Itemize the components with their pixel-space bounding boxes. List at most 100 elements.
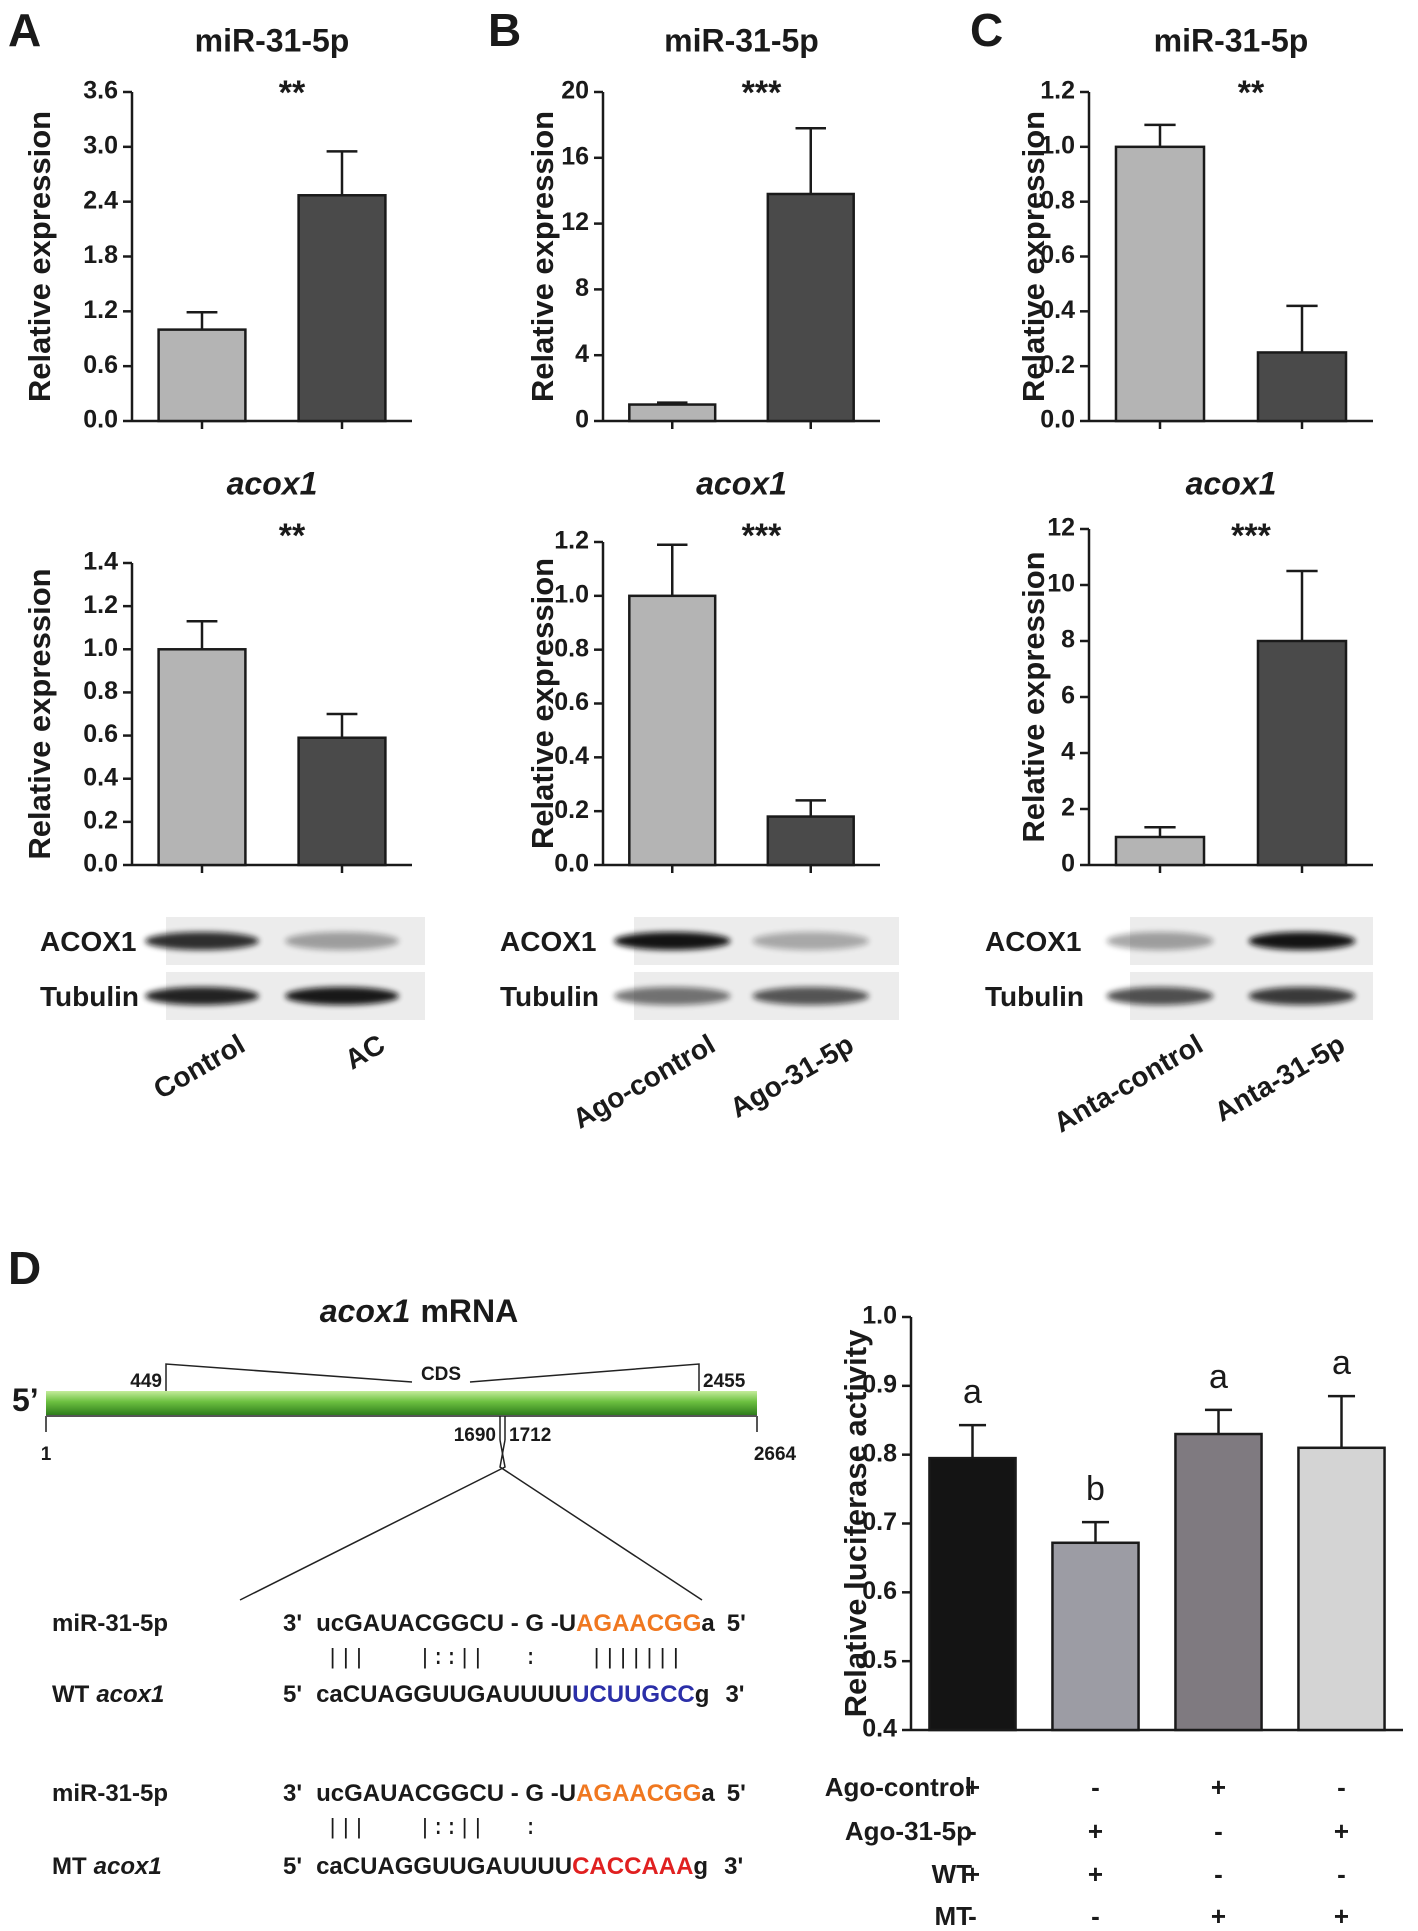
bar	[157, 328, 247, 423]
blot-row-label: Tubulin	[500, 981, 599, 1012]
condition-sign: +	[1211, 1772, 1226, 1802]
y-tick-label: 1.0	[862, 1302, 897, 1330]
site-start: 1690	[454, 1425, 496, 1446]
y-axis-label: Relative expression	[1016, 111, 1051, 402]
y-tick-label: 20	[561, 77, 589, 105]
gene-name: acox1	[320, 1293, 411, 1329]
end-label: 3'	[724, 1853, 743, 1880]
bar	[1297, 1446, 1386, 1732]
y-tick-label: 4	[1061, 738, 1075, 766]
y-axis-label: Relative luciferase activity	[838, 1329, 873, 1717]
condition-sign: -	[1337, 1772, 1346, 1802]
panel-label: C	[970, 4, 1003, 56]
y-tick-label: 0.0	[1040, 406, 1075, 434]
bar	[157, 648, 247, 867]
y-tick-label: 0.8	[83, 677, 118, 705]
bar	[628, 594, 717, 867]
significance: ***	[742, 517, 782, 555]
blot-band	[285, 987, 399, 1005]
y-tick-label: 0.2	[1040, 351, 1075, 379]
y-tick-label: 0.4	[554, 742, 589, 770]
bar	[1114, 835, 1206, 867]
y-tick-label: 1.0	[83, 634, 118, 662]
x-tick-label: Anta-control	[1048, 1028, 1208, 1138]
condition-sign: -	[1091, 1772, 1100, 1802]
y-axis-label: Relative expression	[525, 558, 560, 849]
significance: **	[1238, 74, 1265, 112]
end-label: 3'	[283, 1610, 302, 1637]
y-tick-label: 0.4	[83, 763, 118, 791]
end-label: 5'	[283, 1681, 302, 1708]
diagram-title: acox1 mRNA	[320, 1293, 519, 1329]
significance: ***	[742, 74, 782, 112]
pairing: ||| |::|| :	[326, 1816, 537, 1841]
x-tick-label: Anta-31-5p	[1209, 1028, 1350, 1127]
title-rest: mRNA	[420, 1293, 518, 1329]
y-tick-label: 0.4	[1040, 296, 1075, 324]
blot-row-label: Tubulin	[985, 981, 1084, 1012]
mirna-sequence: 3' ucGAUACGGCU - G -UAGAACGGa 5'	[283, 1610, 746, 1637]
y-tick-label: 1.2	[83, 591, 118, 619]
chart-title: miR-31-5p	[195, 22, 350, 58]
bar	[628, 403, 717, 423]
condition-name: MT	[934, 1901, 972, 1931]
condition-sign: +	[1211, 1901, 1226, 1931]
y-tick-label: 0.2	[83, 806, 118, 834]
gene-name: acox1	[94, 1853, 162, 1880]
y-tick-label: 0.4	[862, 1715, 897, 1743]
condition-sign: -	[968, 1816, 977, 1846]
condition-sign: +	[1334, 1816, 1349, 1846]
seq-part: a	[701, 1780, 715, 1807]
target-label: WT	[52, 1681, 90, 1708]
blot-band	[145, 932, 259, 950]
chart-title: acox1	[1186, 465, 1277, 501]
y-tick-label: 16	[561, 142, 589, 170]
y-tick-label: 0.8	[554, 634, 589, 662]
y-tick-label: 0.2	[554, 796, 589, 824]
y-tick-label: 0	[575, 406, 589, 434]
condition-sign: -	[1091, 1901, 1100, 1931]
seq-part: AGAACGG	[576, 1610, 701, 1637]
cds-end: 2455	[703, 1371, 746, 1392]
group-letter: a	[1332, 1344, 1351, 1382]
y-tick-label: 0.5	[862, 1646, 897, 1674]
significance: ***	[1231, 517, 1271, 555]
zoom-line	[499, 1439, 703, 1601]
condition-sign: +	[965, 1859, 980, 1889]
five-prime: 5’	[12, 1382, 39, 1418]
blot-band	[285, 932, 399, 950]
y-tick-label: 1.4	[83, 548, 118, 576]
blot-row-label: ACOX1	[40, 926, 136, 957]
y-tick-label: 1.8	[83, 241, 118, 269]
mrna-diagram: acox1 mRNA 5’ CDS 449 2455 1 2664 1690 17…	[12, 1293, 797, 1601]
bar	[1051, 1541, 1140, 1732]
y-tick-label: 1.2	[1040, 77, 1075, 105]
x-tick-label: Control	[148, 1028, 250, 1105]
x-tick-label: Ago-control	[567, 1028, 720, 1134]
y-axis-label: Relative expression	[525, 111, 560, 402]
blot-band	[1106, 932, 1214, 950]
site-end: 1712	[509, 1425, 551, 1446]
zoom-line	[239, 1439, 506, 1601]
y-tick-label: 1.0	[1040, 131, 1075, 159]
blot-band	[613, 932, 731, 950]
y-tick-label: 10	[1047, 570, 1075, 598]
condition-sign: +	[1334, 1901, 1349, 1931]
cds-bracket	[469, 1363, 700, 1391]
condition-name: WT	[932, 1859, 973, 1889]
y-tick-label: 0.6	[83, 351, 118, 379]
x-tick-label: Ago-31-5p	[725, 1028, 859, 1123]
condition-name: Ago-control	[825, 1772, 972, 1802]
cds-bracket	[165, 1363, 413, 1391]
significance: **	[279, 74, 306, 112]
chart-title: acox1	[227, 465, 318, 501]
y-tick-label: 4	[575, 340, 589, 368]
condition-sign: -	[1214, 1816, 1223, 1846]
y-tick-label: 0.6	[862, 1577, 897, 1605]
y-tick-label: 1.2	[83, 296, 118, 324]
y-tick-label: 0.7	[862, 1508, 897, 1536]
y-tick-label: 0.6	[83, 720, 118, 748]
y-tick-label: 8	[1061, 626, 1075, 654]
group-letter: a	[963, 1373, 982, 1411]
y-tick-label: 0.9	[862, 1370, 897, 1398]
